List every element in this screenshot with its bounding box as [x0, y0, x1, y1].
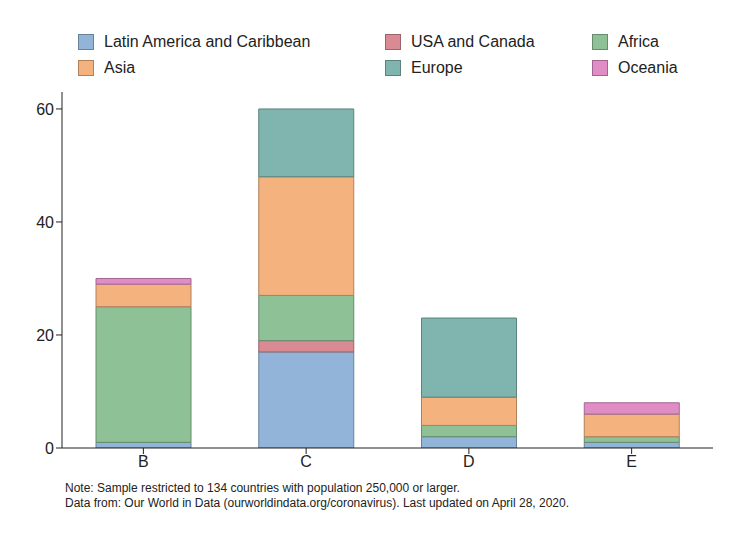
html-text:Europe: Europe	[411, 59, 463, 76]
html-text:USA and Canada: USA and Canada	[411, 33, 535, 50]
html-text:Note: Sample restricted to 134: Note: Sample restricted to 134 countries…	[65, 481, 460, 495]
html-text:Latin America and Caribbean: Latin America and Caribbean	[104, 33, 311, 50]
svg-text:40: 40	[36, 214, 54, 231]
svg-text:60: 60	[36, 101, 54, 118]
html-text:Africa: Africa	[618, 33, 659, 50]
svg-text:D: D	[463, 453, 475, 470]
html-text:Asia: Asia	[104, 59, 136, 76]
svg-text:C: C	[300, 453, 312, 470]
html-text:Data from: Our World in Data (: Data from: Our World in Data (ourworldin…	[65, 496, 569, 510]
svg-text:20: 20	[36, 327, 54, 344]
svg-text:B: B	[138, 453, 149, 470]
html-text:Oceania: Oceania	[618, 59, 678, 76]
svg-text:0: 0	[45, 440, 54, 457]
svg-text:E: E	[626, 453, 637, 470]
